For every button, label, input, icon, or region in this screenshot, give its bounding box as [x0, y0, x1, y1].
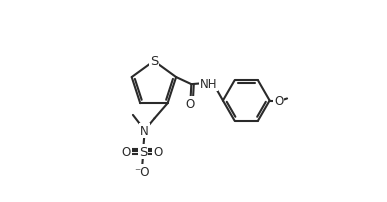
- Text: O: O: [274, 95, 283, 107]
- Text: O: O: [122, 145, 131, 158]
- Text: S: S: [150, 55, 158, 68]
- Text: ⁻O: ⁻O: [134, 165, 150, 178]
- Text: NH: NH: [200, 77, 217, 90]
- Text: O: O: [186, 97, 195, 110]
- Text: N: N: [140, 124, 149, 137]
- Text: S: S: [139, 145, 147, 158]
- Text: O: O: [153, 145, 162, 158]
